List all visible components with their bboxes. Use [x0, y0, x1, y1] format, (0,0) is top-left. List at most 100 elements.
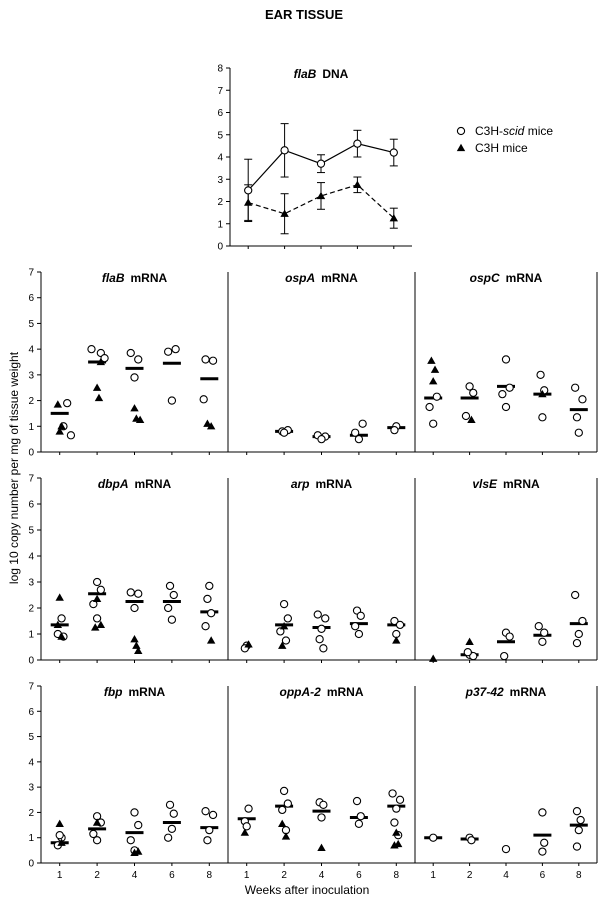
- legend-label-part: C3H mice: [475, 141, 528, 155]
- data-point-open: [279, 428, 289, 437]
- data-point-open: [352, 796, 362, 806]
- data-point-open: [126, 836, 135, 845]
- data-point-open: [356, 611, 365, 620]
- panel-title: oppA-2 mRNA: [280, 685, 364, 699]
- panel-title: flaB DNA: [294, 67, 349, 81]
- x-tick-label: 4: [132, 870, 138, 881]
- data-point-open: [317, 624, 326, 633]
- data-point-open: [576, 815, 585, 825]
- data-point-open: [165, 800, 175, 809]
- y-tick-label: 1: [217, 219, 223, 230]
- data-point-open: [351, 428, 360, 437]
- y-tick-label: 1: [28, 422, 34, 433]
- data-point-open: [205, 825, 214, 835]
- data-point-open: [87, 344, 96, 354]
- data-point-open: [467, 836, 476, 845]
- panel-title-suffix: mRNA: [316, 477, 353, 491]
- data-point-filled: [96, 620, 106, 629]
- data-point-open: [572, 807, 582, 816]
- panel-title-suffix: mRNA: [321, 271, 358, 285]
- data-point-open: [244, 186, 253, 195]
- y-tick-label: 5: [28, 732, 34, 743]
- data-point-open: [390, 425, 399, 435]
- data-point-open: [92, 614, 102, 623]
- y-tick-label: 0: [217, 242, 223, 253]
- panel-title: dbpA mRNA: [98, 477, 172, 491]
- data-point-filled: [427, 356, 436, 364]
- data-point-open: [390, 818, 399, 827]
- data-point-filled: [244, 640, 253, 648]
- data-point-filled: [430, 365, 440, 373]
- legend-label: C3H-scid mice: [475, 124, 553, 138]
- data-point-open: [505, 383, 514, 392]
- panel-ospa-mrna: ospA mRNA: [227, 271, 415, 455]
- x-tick-label: 2: [94, 870, 100, 881]
- data-point-filled: [465, 637, 474, 645]
- panel-title: arp mRNA: [291, 477, 353, 491]
- data-point-filled: [278, 819, 287, 827]
- data-point-open: [395, 620, 405, 630]
- data-point-open: [500, 651, 509, 661]
- y-tick-label: 5: [217, 130, 223, 141]
- data-point-open: [164, 347, 173, 356]
- panel-vlse-mrna: vlsE mRNA: [414, 477, 598, 663]
- data-point-filled: [57, 422, 66, 430]
- data-point-filled: [55, 593, 64, 601]
- y-tick-label: 6: [28, 293, 34, 304]
- data-point-open: [281, 636, 291, 645]
- legend-label-part: C3H-: [475, 124, 503, 138]
- data-point-open: [96, 585, 105, 594]
- data-point-open: [171, 344, 180, 354]
- y-tick-label: 4: [28, 552, 34, 563]
- panel-title: ospC mRNA: [470, 271, 543, 285]
- data-point-open: [126, 348, 135, 358]
- data-point-filled: [353, 180, 362, 188]
- data-point-open: [208, 356, 218, 365]
- panel-dbpa-mrna: 0 1 2 3 4 5 6 7 dbpA mRNA: [28, 474, 228, 667]
- data-point-open: [242, 822, 251, 831]
- data-point-filled: [53, 620, 63, 629]
- data-point-open: [390, 616, 399, 626]
- legend-label: C3H mice: [475, 141, 528, 155]
- data-point-open: [207, 609, 216, 618]
- x-tick-label: 1: [430, 870, 436, 881]
- data-point-open: [283, 799, 292, 808]
- data-point-filled: [132, 641, 141, 649]
- panel-title-gene: oppA-2: [280, 685, 322, 699]
- data-point-open: [201, 807, 210, 816]
- data-point-open: [55, 831, 64, 840]
- data-point-open: [356, 812, 365, 821]
- data-point-open: [169, 590, 178, 600]
- y-tick-label: 1: [28, 630, 34, 641]
- data-point-open: [540, 838, 549, 847]
- x-tick-label: 1: [244, 870, 250, 881]
- page-title: EAR TISSUE: [265, 7, 343, 22]
- y-tick-label: 4: [217, 153, 223, 164]
- y-tick-label: 6: [217, 108, 223, 119]
- data-point-open: [280, 146, 289, 155]
- data-point-filled: [316, 191, 326, 200]
- panel-flab-dna: 0 1 2 3 4 5 6 7 8 flaB DNA: [217, 64, 412, 253]
- data-point-open: [167, 824, 177, 834]
- y-tick-label: 4: [28, 345, 34, 356]
- panel-title-suffix: mRNA: [131, 271, 168, 285]
- data-point-open: [167, 615, 177, 624]
- data-point-open: [279, 786, 289, 796]
- data-point-filled: [538, 389, 547, 398]
- data-point-filled: [55, 819, 64, 827]
- data-point-filled: [92, 818, 102, 826]
- y-tick-label: 3: [28, 783, 34, 794]
- data-point-open: [574, 825, 583, 835]
- data-point-filled: [392, 828, 401, 836]
- data-point-open: [574, 629, 583, 639]
- data-point-open: [164, 833, 173, 842]
- panel-title-gene: fbp: [104, 685, 123, 699]
- panel-title-gene: arp: [291, 477, 310, 491]
- x-tick-label: 4: [503, 870, 509, 881]
- x-tick-label: 2: [467, 870, 473, 881]
- data-point-open: [317, 434, 326, 444]
- data-point-open: [389, 148, 398, 157]
- data-point-open: [572, 638, 582, 648]
- data-point-filled: [280, 209, 289, 217]
- data-point-open: [130, 373, 139, 382]
